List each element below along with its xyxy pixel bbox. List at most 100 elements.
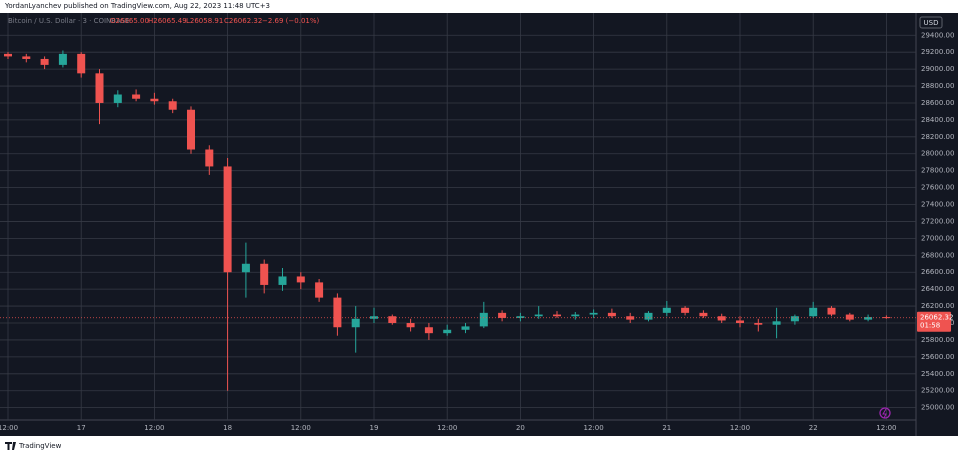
candle-body bbox=[882, 317, 891, 319]
candle-body bbox=[278, 276, 287, 285]
x-tick-label: 12:00 bbox=[730, 424, 750, 432]
y-tick-label: 28400.00 bbox=[921, 116, 954, 124]
candle-body bbox=[717, 316, 726, 321]
y-tick-label: 26800.00 bbox=[921, 251, 954, 259]
y-tick-label: 27600.00 bbox=[921, 184, 954, 192]
candle-body bbox=[461, 326, 470, 330]
x-tick-label: 12:00 bbox=[144, 424, 164, 432]
last-price-label: 26062.32 bbox=[920, 314, 953, 322]
candle-body bbox=[516, 316, 525, 318]
y-tick-label: 26600.00 bbox=[921, 268, 954, 276]
legend-high: H26065.49 bbox=[148, 17, 187, 25]
replay-icon[interactable] bbox=[879, 407, 891, 419]
y-tick-label: 27200.00 bbox=[921, 217, 954, 225]
x-tick-label: 12:00 bbox=[0, 424, 18, 432]
y-tick-label: 26200.00 bbox=[921, 302, 954, 310]
x-tick-label: 17 bbox=[77, 424, 86, 432]
candle-body bbox=[113, 94, 122, 103]
y-tick-label: 27000.00 bbox=[921, 234, 954, 242]
legend-close: C26062.32 bbox=[224, 17, 262, 25]
bar-countdown: 01:58 bbox=[920, 322, 940, 330]
y-tick-label: 29200.00 bbox=[921, 48, 954, 56]
candle-body bbox=[864, 317, 873, 320]
candle-body bbox=[589, 312, 598, 315]
y-tick-label: 28000.00 bbox=[921, 150, 954, 158]
y-tick-label: 25000.00 bbox=[921, 404, 954, 412]
candle-body bbox=[424, 327, 433, 334]
candle-body bbox=[553, 314, 561, 317]
last-price-tag bbox=[917, 311, 951, 332]
candle-body bbox=[443, 329, 452, 334]
candle-body bbox=[370, 316, 378, 319]
y-tick-label: 25400.00 bbox=[921, 370, 954, 378]
candle-body bbox=[150, 98, 159, 102]
candle-body bbox=[406, 323, 415, 328]
candle-body bbox=[58, 53, 67, 65]
candle-body bbox=[315, 282, 324, 298]
chart-bg bbox=[0, 13, 958, 436]
candle-body bbox=[644, 312, 653, 320]
y-tick-label: 25800.00 bbox=[921, 336, 954, 344]
x-tick-label: 12:00 bbox=[437, 424, 457, 432]
candle-body bbox=[95, 73, 104, 103]
candle-body bbox=[754, 323, 763, 325]
legend-change: −2.69 (−0.01%) bbox=[262, 17, 320, 25]
footer-brand: TradingView bbox=[18, 442, 62, 450]
candle-body bbox=[40, 58, 49, 65]
y-tick-label: 28600.00 bbox=[921, 99, 954, 107]
candle-body bbox=[809, 307, 818, 317]
candle-body bbox=[699, 312, 708, 317]
candle-body bbox=[223, 166, 232, 273]
candle-body bbox=[351, 318, 360, 328]
currency[interactable]: USD bbox=[924, 19, 939, 27]
candle-body bbox=[498, 312, 507, 318]
y-tick-label: 27400.00 bbox=[921, 201, 954, 209]
candle-body bbox=[241, 263, 250, 273]
x-tick-label: 18 bbox=[223, 424, 232, 432]
candle-body bbox=[132, 94, 141, 99]
candle-body bbox=[681, 307, 690, 313]
candle-body bbox=[388, 316, 397, 324]
x-tick-label: 21 bbox=[662, 424, 671, 432]
y-tick-label: 28200.00 bbox=[921, 133, 954, 141]
x-tick-label: 20 bbox=[516, 424, 525, 432]
tv-logo bbox=[5, 442, 16, 450]
replay-icon-bolt bbox=[882, 408, 887, 419]
publish-header: YordanLyanchev published on TradingView.… bbox=[4, 2, 270, 10]
candle-body bbox=[187, 109, 195, 150]
y-tick-label: 25600.00 bbox=[921, 353, 954, 361]
legend-symbol: Bitcoin / U.S. Dollar · 3 · COINBASE bbox=[8, 17, 130, 25]
candle-body bbox=[534, 314, 543, 317]
candle-body bbox=[736, 320, 744, 324]
y-tick-label: 29000.00 bbox=[921, 65, 954, 73]
x-tick-label: 12:00 bbox=[291, 424, 311, 432]
y-tick-label: 25200.00 bbox=[921, 387, 954, 395]
y-tick-label: 27800.00 bbox=[921, 167, 954, 175]
legend: Bitcoin / U.S. Dollar · 3 · COINBASE O26… bbox=[8, 17, 320, 25]
candle-body bbox=[168, 101, 177, 110]
candle-body bbox=[662, 307, 671, 313]
candle-body bbox=[4, 53, 12, 57]
legend-open: O26065.00 bbox=[110, 17, 149, 25]
x-tick-label: 19 bbox=[370, 424, 379, 432]
legend-low: L26058.91 bbox=[186, 17, 223, 25]
x-tick-label: 12:00 bbox=[876, 424, 896, 432]
candle-body bbox=[333, 297, 342, 328]
candle-body bbox=[845, 314, 854, 320]
candle-body bbox=[77, 53, 86, 74]
y-tick-label: 29400.00 bbox=[921, 31, 954, 39]
y-tick-label: 26400.00 bbox=[921, 285, 954, 293]
candle-body bbox=[607, 312, 616, 317]
candle-body bbox=[790, 316, 799, 322]
candle-body bbox=[479, 312, 488, 327]
y-tick-label: 28800.00 bbox=[921, 82, 954, 90]
candle-body bbox=[827, 307, 836, 315]
candle-body bbox=[205, 149, 214, 167]
candle-body bbox=[22, 56, 31, 59]
candle-body bbox=[296, 276, 305, 283]
currency-box[interactable] bbox=[919, 16, 943, 29]
x-tick-label: 12:00 bbox=[584, 424, 604, 432]
candle-body bbox=[260, 263, 269, 285]
